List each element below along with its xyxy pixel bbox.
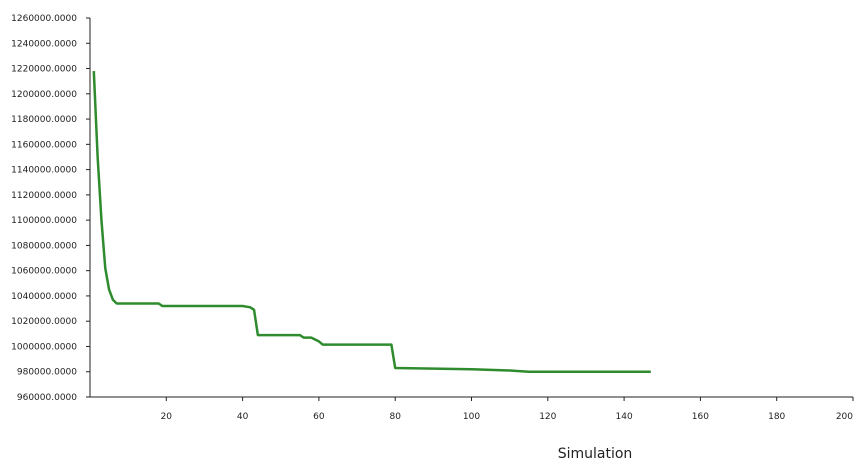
y-tick-label: 1220000.0000 (11, 65, 77, 75)
x-tick-label: 40 (237, 412, 249, 422)
x-tick-label: 120 (539, 412, 556, 422)
y-tick-label: 1060000.0000 (11, 267, 77, 277)
y-tick-label: 1020000.0000 (11, 317, 77, 327)
x-tick-label: 180 (768, 412, 785, 422)
y-tick-label: 960000.0000 (17, 393, 77, 403)
y-axis-ticks: 960000.0000 980000.0000 1000000.0000 102000… (11, 14, 90, 403)
y-tick-label: 1180000.0000 (11, 115, 77, 125)
y-tick-label: 1040000.0000 (11, 292, 77, 302)
y-tick-label: 1140000.0000 (11, 166, 77, 176)
y-tick-label: 1000000.0000 (11, 342, 77, 352)
y-tick-label: 1260000.0000 (11, 14, 77, 24)
x-tick-label: 160 (692, 412, 709, 422)
y-tick-label: 1160000.0000 (11, 140, 77, 150)
x-tick-label: 20 (161, 412, 173, 422)
x-tick-label: 200 (836, 412, 853, 422)
series-line (92, 71, 651, 373)
y-tick-label: 1120000.0000 (11, 191, 77, 201)
series-layer (92, 71, 651, 373)
x-tick-label: 140 (616, 412, 633, 422)
x-axis-ticks: 20 40 60 80 100 120 140 160 180 200 (161, 397, 854, 422)
x-tick-label: 100 (463, 412, 480, 422)
y-tick-label: 980000.0000 (17, 368, 77, 378)
x-tick-label: 60 (313, 412, 325, 422)
y-tick-label: 1080000.0000 (11, 241, 77, 251)
y-tick-label: 1100000.0000 (11, 216, 77, 226)
y-tick-label: 1240000.0000 (11, 39, 77, 49)
x-axis-title: Simulation (557, 446, 633, 462)
x-tick-label: 80 (389, 412, 401, 422)
y-tick-label: 1200000.0000 (11, 90, 77, 100)
